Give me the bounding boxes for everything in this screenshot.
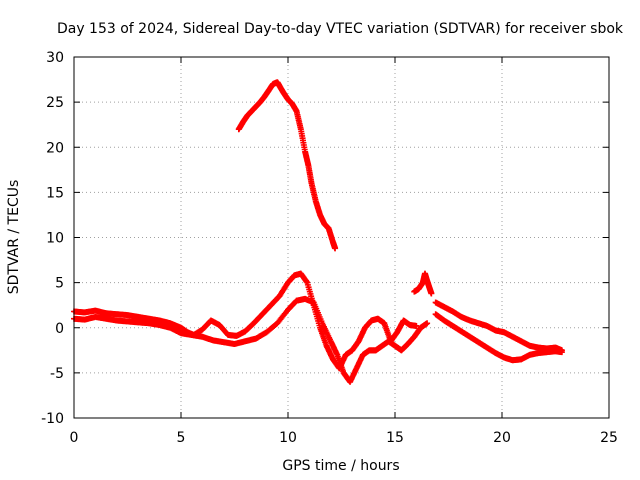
data-point xyxy=(558,349,565,356)
data-points xyxy=(71,79,565,385)
y-tick-label: 30 xyxy=(46,50,64,66)
y-tick-label: 0 xyxy=(55,321,64,337)
data-point xyxy=(332,245,339,252)
series-low-band-upper xyxy=(71,270,420,372)
y-tick-label: 25 xyxy=(46,95,64,111)
x-tick-label: 10 xyxy=(279,430,297,446)
chart-title: Day 153 of 2024, Sidereal Day-to-day VTE… xyxy=(57,21,624,37)
y-tick-label: -10 xyxy=(41,411,64,427)
x-tick-label: 5 xyxy=(177,430,186,446)
y-tick-label: 5 xyxy=(55,276,64,292)
series-low-band-lower xyxy=(71,295,431,385)
y-axis-label: SDTVAR / TECUs xyxy=(6,180,22,295)
data-point xyxy=(413,322,420,329)
y-tick-label: -5 xyxy=(50,366,64,382)
y-tick-label: 20 xyxy=(46,140,64,156)
data-point xyxy=(428,290,435,297)
axis-ticks xyxy=(73,56,610,419)
data-point xyxy=(424,320,431,327)
series-late-spike xyxy=(411,270,435,297)
x-tick-label: 20 xyxy=(493,430,511,446)
x-tick-label: 15 xyxy=(386,430,404,446)
series-evening-lower xyxy=(432,311,565,364)
x-tick-label: 0 xyxy=(70,430,79,446)
tick-labels: 0 5 10 15 20 25 -10 -5 0 5 10 15 20 25 30 xyxy=(41,50,618,446)
x-axis-label: GPS time / hours xyxy=(282,458,399,474)
y-tick-label: 15 xyxy=(46,185,64,201)
x-tick-label: 25 xyxy=(600,430,618,446)
y-tick-label: 10 xyxy=(46,231,64,247)
series-high-arc xyxy=(235,79,339,252)
